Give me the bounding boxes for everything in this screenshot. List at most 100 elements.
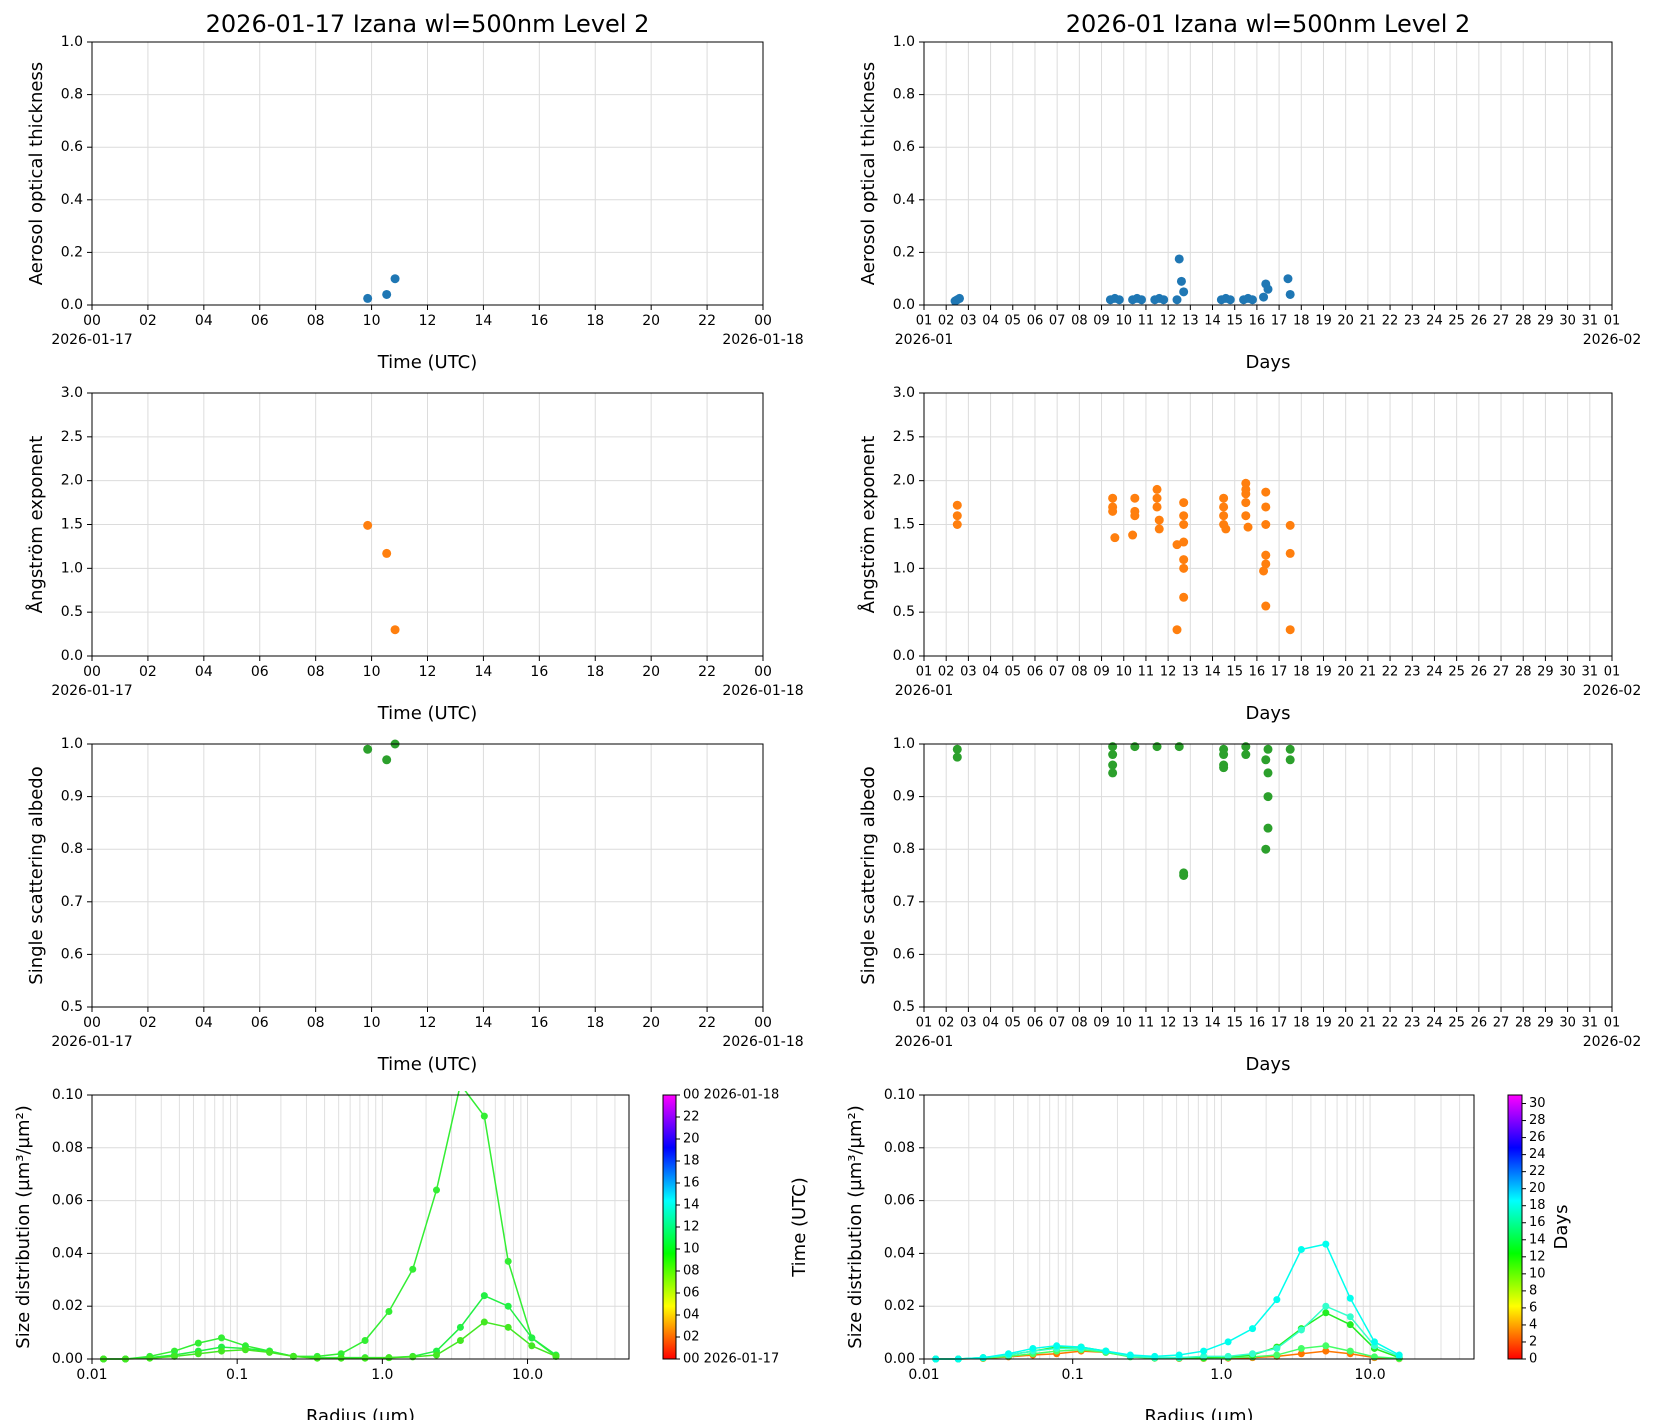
y-tick-label: 0.2 (893, 244, 915, 260)
data-point (1285, 625, 1295, 635)
x-tick-label: 16 (530, 1015, 548, 1031)
y-tick-label: 1.0 (893, 560, 915, 576)
data-point (1297, 1344, 1305, 1352)
data-point (1179, 871, 1189, 880)
x-tick-label: 04 (195, 313, 213, 329)
colorbar-tick-label: 22 (683, 1110, 700, 1125)
data-point (1261, 559, 1271, 569)
y-tick-label: 0.6 (893, 946, 915, 962)
data-point (382, 289, 392, 299)
x-tick-label: 06 (251, 313, 269, 329)
data-point (1179, 520, 1189, 529)
x-tick-label: 15 (1226, 314, 1243, 329)
data-point (1283, 274, 1293, 284)
x-tick-label: 22 (1382, 665, 1399, 680)
data-point (1249, 1350, 1257, 1358)
x-tick-label: 17 (1271, 314, 1288, 329)
data-point (432, 1186, 440, 1194)
x-tick-label: 18 (1293, 314, 1310, 329)
x-axis-label: Radius (µm) (306, 1406, 415, 1420)
y-tick-label: 0.6 (893, 139, 915, 155)
x-tick-label: 1.0 (371, 1367, 393, 1383)
y-tick-label: 2.0 (61, 473, 83, 489)
y-tick-label: 2.5 (61, 429, 83, 445)
data-point (146, 1354, 154, 1362)
x-tick-label: 04 (195, 664, 213, 680)
x-tick-label: 22 (1382, 314, 1399, 329)
data-point (1175, 1351, 1183, 1359)
x-axis-label: Time (UTC) (377, 703, 478, 724)
colorbar (662, 1094, 677, 1360)
x-tick-label: 02 (938, 665, 955, 680)
x-tick-label: 20 (642, 664, 660, 680)
x-tick-label: 17 (1271, 1016, 1288, 1031)
data-point (1179, 537, 1189, 547)
x-date-label: 2026-01 (895, 332, 954, 348)
x-tick-label: 12 (419, 664, 437, 680)
plot-frame (923, 41, 1613, 306)
colorbar-tick-label: 00 2026-01-17 (683, 1352, 779, 1367)
y-tick-label: 1.0 (893, 736, 915, 752)
x-tick-label: 20 (1337, 665, 1354, 680)
x-tick-label: 16 (1249, 665, 1266, 680)
y-tick-label: 0.08 (884, 1140, 915, 1156)
x-axis-label: Days (1246, 703, 1291, 724)
data-point (1261, 520, 1271, 529)
x-tick-label: 08 (1071, 665, 1088, 680)
x-tick-label: 02 (139, 664, 157, 680)
y-tick-label: 1.0 (893, 34, 915, 50)
y-tick-label: 0.7 (61, 894, 83, 910)
data-point (1259, 292, 1269, 302)
data-point (952, 744, 962, 754)
x-tick-label: 08 (307, 664, 325, 680)
data-point (1346, 1321, 1354, 1329)
series (932, 1302, 1403, 1363)
data-point (1261, 755, 1271, 765)
x-tick-label: 27 (1493, 665, 1510, 680)
data-point (1126, 1351, 1134, 1359)
y-tick-label: 0.06 (884, 1193, 915, 1209)
y-tick-label: 0.5 (893, 604, 915, 620)
x-tick-label: 18 (586, 313, 604, 329)
data-point (1053, 1342, 1061, 1350)
x-tick-label: 03 (960, 1016, 977, 1031)
chart: 01 02 03 04 05 06 07 08 09 10 11 12 13 14 15 16 17 18 19 20… (858, 10, 1641, 373)
data-point (363, 744, 373, 754)
x-date-label: 2026-01-17 (51, 332, 132, 348)
x-tick-label: 07 (1049, 314, 1066, 329)
data-point (1174, 742, 1184, 752)
y-tick-label: 1.0 (61, 34, 83, 50)
data-point (218, 1334, 226, 1342)
data-point (1346, 1347, 1354, 1355)
data-point (552, 1352, 560, 1360)
y-tick-label: 1.0 (61, 736, 83, 752)
data-point (432, 1351, 440, 1359)
data-point (1077, 1343, 1085, 1351)
x-tick-label: 15 (1226, 1016, 1243, 1031)
data-point (1346, 1294, 1354, 1302)
data-point (289, 1352, 297, 1360)
x-tick-label: 12 (419, 313, 437, 329)
data-point (170, 1352, 178, 1360)
x-tick-label: 06 (1027, 1016, 1044, 1031)
x-tick-label: 26 (1471, 314, 1488, 329)
x-date-label: 2026-01-18 (722, 683, 803, 699)
y-axis-label: Size distribution (µm³/µm²) (13, 1105, 34, 1348)
x-date-label: 2026-01 (895, 683, 954, 699)
data-point (194, 1339, 202, 1347)
data-point (1154, 515, 1164, 525)
colorbar-tick-label: 08 (683, 1264, 700, 1279)
x-tick-label: 22 (698, 1015, 716, 1031)
line (103, 1294, 557, 1360)
x-tick-label: 13 (1182, 665, 1199, 680)
data-point (1322, 1342, 1330, 1350)
x-tick-label: 18 (1293, 665, 1310, 680)
x-axis-label: Radius (µm) (1144, 1406, 1253, 1420)
data-point (1114, 295, 1124, 305)
x-tick-label: 19 (1315, 1016, 1332, 1031)
data-point (1219, 511, 1229, 521)
x-tick-label: 06 (1027, 665, 1044, 680)
data-point (1322, 1347, 1330, 1355)
data-point (361, 1337, 369, 1345)
data-point (1179, 592, 1189, 602)
